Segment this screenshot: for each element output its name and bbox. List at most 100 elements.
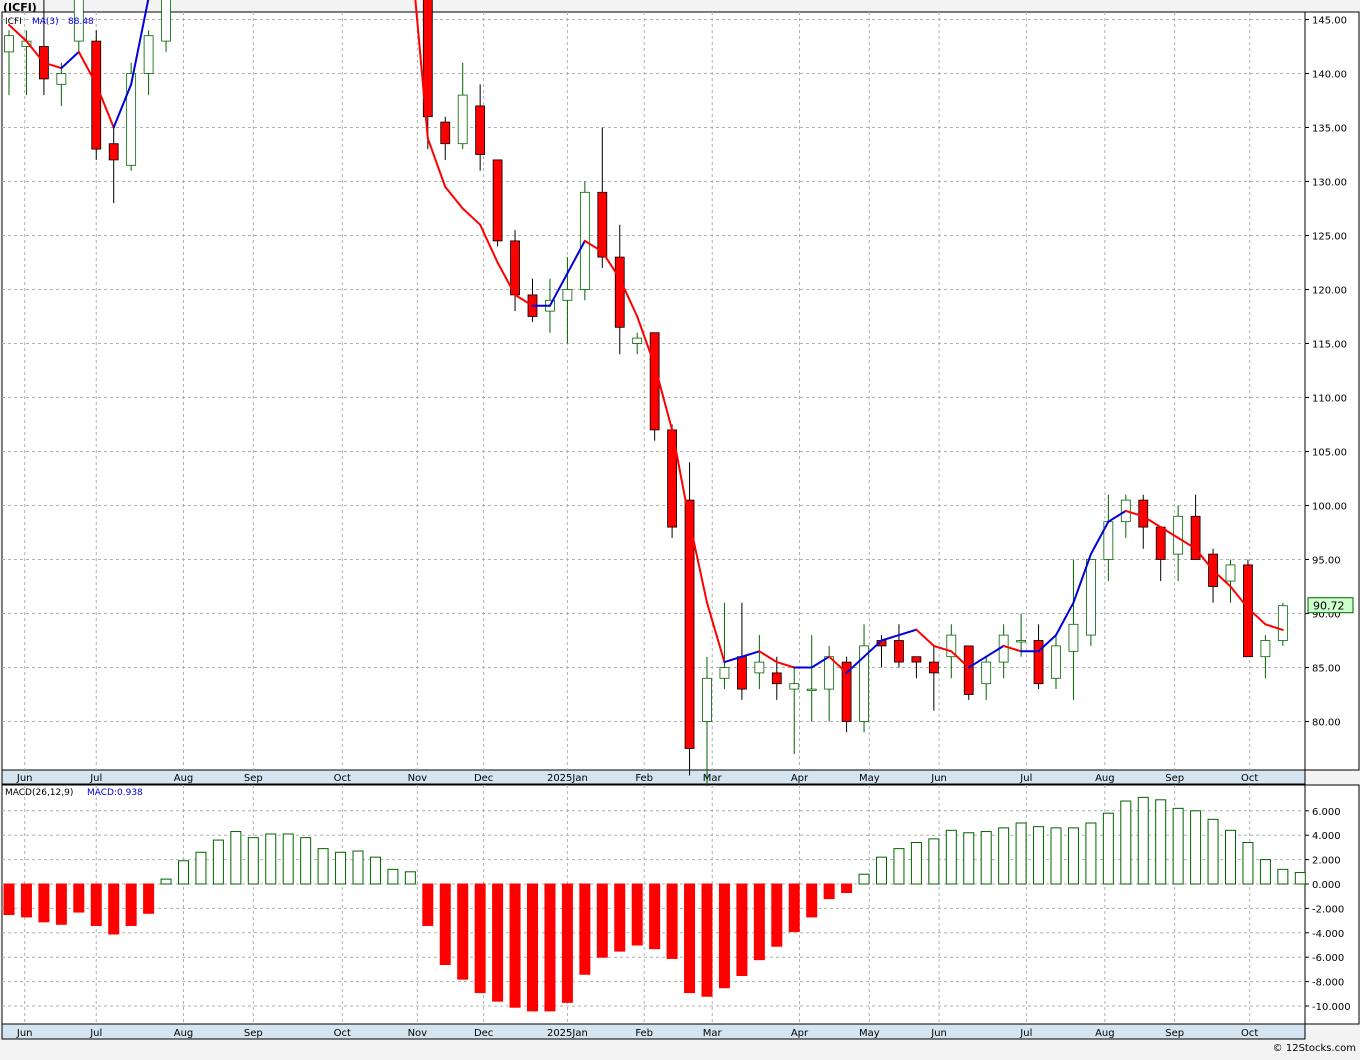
macd-bar	[387, 868, 399, 885]
macd-bar	[1294, 872, 1306, 885]
macd-bar	[858, 873, 870, 885]
macd-month-label: Sep	[1165, 1028, 1184, 1039]
macd-bar	[823, 883, 835, 900]
candle-body	[841, 661, 852, 722]
watermark: © 12Stocks.com	[1273, 1043, 1356, 1054]
candle-body	[1086, 559, 1096, 636]
candle-body	[684, 499, 695, 749]
macd-bar	[1155, 799, 1167, 885]
macd-bar	[579, 883, 591, 975]
ma-segment	[583, 239, 604, 253]
ma-segment	[810, 655, 831, 669]
price-tick-label: 80.00	[1312, 718, 1341, 729]
ma-segment	[1055, 601, 1075, 637]
macd-bar	[928, 838, 940, 885]
macd-legend-value: MACD:0.938	[87, 788, 143, 798]
price-tick-label: 90.00	[1312, 610, 1341, 621]
macd-bar	[212, 839, 224, 885]
macd-bar	[352, 850, 364, 885]
macd-month-label: 2025Jan	[547, 1028, 588, 1039]
candle-body	[1225, 564, 1236, 582]
ma-segment	[915, 628, 935, 647]
price-month-label: Jul	[1019, 773, 1032, 784]
price-tick-label: 110.00	[1312, 394, 1347, 405]
macd-bar	[317, 848, 329, 885]
macd-bar	[125, 883, 137, 926]
macd-bar	[980, 831, 992, 885]
macd-bar	[457, 883, 469, 980]
candle-body	[702, 677, 712, 722]
macd-bar	[474, 883, 486, 994]
price-month-label: Sep	[1165, 773, 1184, 784]
candle-body	[492, 159, 503, 242]
price-month-label: Feb	[635, 773, 653, 784]
candle-body	[91, 40, 102, 150]
macd-bar	[1015, 822, 1027, 885]
macd-bar	[771, 883, 783, 947]
macd-bar	[90, 883, 102, 926]
macd-bar	[1207, 818, 1219, 885]
macd-bar	[3, 883, 15, 915]
macd-axis-area	[1304, 784, 1360, 1025]
macd-bar	[143, 883, 155, 914]
candle-body	[649, 332, 660, 431]
ma-segment	[112, 83, 133, 129]
macd-tick-label: -8.000	[1312, 978, 1344, 989]
macd-bar	[806, 883, 818, 918]
price-month-label: Oct	[1241, 773, 1258, 784]
candle-body	[4, 35, 14, 53]
macd-bar	[1067, 827, 1079, 885]
macd-tick-label: -10.000	[1312, 1002, 1351, 1013]
candle-body	[824, 656, 835, 690]
candle-body	[911, 656, 922, 663]
macd-bar	[1050, 827, 1062, 885]
candle-body	[161, 0, 171, 42]
macd-bar	[788, 883, 800, 933]
ma-segment	[444, 185, 464, 210]
ma-segment	[1229, 585, 1249, 610]
macd-bar	[910, 842, 922, 885]
macd-bar	[335, 851, 347, 885]
macd-bar	[1190, 810, 1202, 885]
candle-body	[928, 661, 939, 674]
price-tick-label: 95.00	[1312, 556, 1341, 567]
macd-bar	[684, 883, 696, 994]
candle-body	[859, 645, 869, 722]
ma-segment	[130, 0, 150, 86]
candle-body	[632, 337, 643, 344]
candle-body	[1138, 499, 1149, 528]
macd-bar	[1259, 859, 1271, 885]
last-price-box	[1307, 597, 1354, 614]
macd-bar	[1102, 812, 1114, 885]
macd-month-label: Apr	[791, 1028, 809, 1039]
candle-body	[562, 289, 573, 301]
price-tick-label: 85.00	[1312, 664, 1341, 675]
macd-tick-label: 6.000	[1312, 807, 1341, 818]
macd-bar	[1225, 829, 1236, 885]
ma-segment	[1002, 644, 1023, 653]
macd-bar	[1277, 868, 1289, 885]
macd-bar	[300, 837, 312, 885]
ma-segment	[514, 293, 534, 307]
price-tick-label: 115.00	[1312, 340, 1347, 351]
ma-segment	[1142, 515, 1162, 529]
ma-segment	[77, 50, 98, 86]
candle-body	[1243, 564, 1253, 658]
macd-month-label: Oct	[1241, 1028, 1258, 1039]
macd-month-label: Jul	[89, 1028, 102, 1039]
ma-segment	[496, 261, 517, 296]
macd-month-label: Mar	[703, 1028, 723, 1039]
candle-body	[946, 634, 957, 658]
candle-body	[737, 656, 747, 690]
candle-body	[981, 661, 992, 685]
ma-segment	[42, 61, 63, 70]
candle-body	[510, 240, 520, 296]
ma-segment	[897, 628, 918, 637]
ma-segment	[566, 239, 586, 275]
price-month-label: Apr	[791, 773, 809, 784]
price-tick-label: 120.00	[1312, 286, 1347, 297]
last-price-label: 90.72	[1313, 600, 1345, 613]
macd-bar	[701, 883, 713, 997]
